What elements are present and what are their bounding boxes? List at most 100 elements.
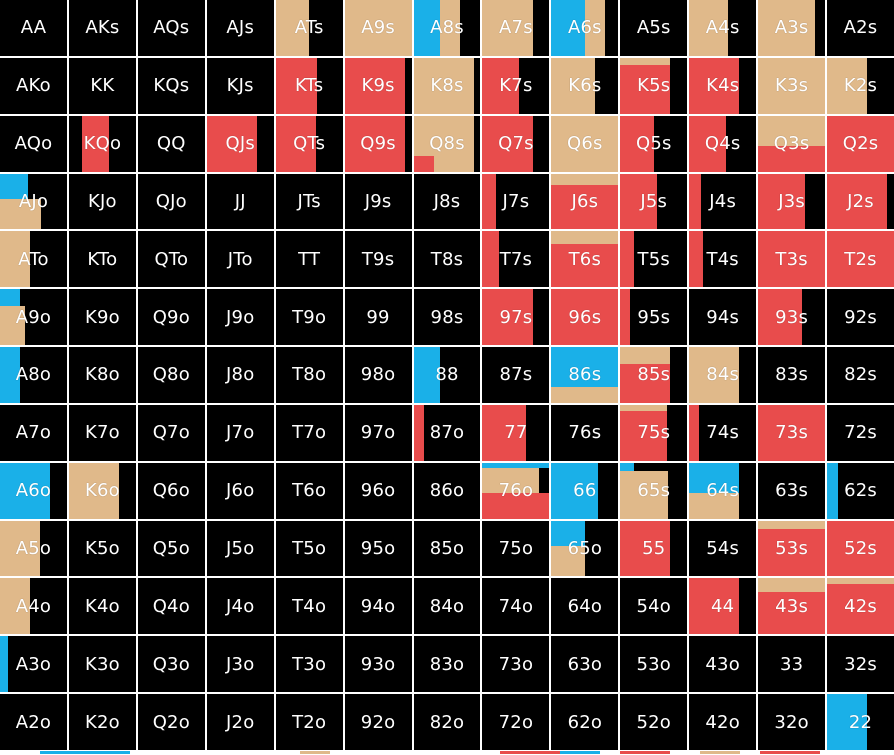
- hand-cell-q7o[interactable]: Q7o: [137, 404, 205, 461]
- hand-cell-96s[interactable]: 96s: [551, 289, 619, 346]
- hand-cell-33[interactable]: 33: [758, 636, 826, 693]
- hand-cell-66[interactable]: 66: [551, 462, 619, 519]
- hand-cell-k7o[interactable]: K7o: [68, 404, 136, 461]
- hand-cell-53o[interactable]: 53o: [620, 636, 688, 693]
- hand-cell-a9s[interactable]: A9s: [344, 0, 412, 56]
- hand-cell-86s[interactable]: 86s: [551, 347, 619, 403]
- hand-cell-88[interactable]: 88: [413, 347, 481, 403]
- hand-cell-aqo[interactable]: AQo: [0, 115, 67, 172]
- hand-cell-k6s[interactable]: K6s: [551, 57, 619, 114]
- hand-cell-qto[interactable]: QTo: [137, 231, 205, 288]
- hand-cell-32o[interactable]: 32o: [758, 694, 826, 750]
- hand-cell-74s[interactable]: 74s: [689, 404, 757, 461]
- hand-cell-ajs[interactable]: AJs: [206, 0, 274, 56]
- hand-cell-87o[interactable]: 87o: [413, 404, 481, 461]
- hand-cell-k9s[interactable]: K9s: [344, 57, 412, 114]
- hand-cell-t9o[interactable]: T9o: [275, 289, 343, 346]
- hand-cell-qjs[interactable]: QJs: [206, 115, 274, 172]
- hand-cell-t6s[interactable]: T6s: [551, 231, 619, 288]
- hand-cell-a5o[interactable]: A5o: [0, 520, 67, 577]
- hand-cell-77[interactable]: 77: [482, 404, 550, 461]
- hand-cell-k2s[interactable]: K2s: [827, 57, 894, 114]
- hand-cell-j5o[interactable]: J5o: [206, 520, 274, 577]
- hand-cell-65o[interactable]: 65o: [551, 520, 619, 577]
- hand-cell-q8o[interactable]: Q8o: [137, 347, 205, 403]
- hand-cell-84s[interactable]: 84s: [689, 347, 757, 403]
- hand-cell-k4s[interactable]: K4s: [689, 57, 757, 114]
- hand-cell-q6o[interactable]: Q6o: [137, 462, 205, 519]
- hand-cell-k3s[interactable]: K3s: [758, 57, 826, 114]
- hand-cell-q8s[interactable]: Q8s: [413, 115, 481, 172]
- hand-cell-t7s[interactable]: T7s: [482, 231, 550, 288]
- hand-cell-93s[interactable]: 93s: [758, 289, 826, 346]
- hand-cell-qts[interactable]: QTs: [275, 115, 343, 172]
- hand-cell-92s[interactable]: 92s: [827, 289, 894, 346]
- hand-cell-q9o[interactable]: Q9o: [137, 289, 205, 346]
- hand-cell-kts[interactable]: KTs: [275, 57, 343, 114]
- hand-cell-83o[interactable]: 83o: [413, 636, 481, 693]
- hand-cell-42o[interactable]: 42o: [689, 694, 757, 750]
- hand-cell-82o[interactable]: 82o: [413, 694, 481, 750]
- hand-cell-64o[interactable]: 64o: [551, 578, 619, 635]
- hand-cell-43o[interactable]: 43o: [689, 636, 757, 693]
- hand-cell-76s[interactable]: 76s: [551, 404, 619, 461]
- hand-cell-j4o[interactable]: J4o: [206, 578, 274, 635]
- hand-cell-a8o[interactable]: A8o: [0, 347, 67, 403]
- hand-cell-55[interactable]: 55: [620, 520, 688, 577]
- hand-cell-92o[interactable]: 92o: [344, 694, 412, 750]
- hand-cell-j2o[interactable]: J2o: [206, 694, 274, 750]
- hand-cell-74o[interactable]: 74o: [482, 578, 550, 635]
- hand-cell-94o[interactable]: 94o: [344, 578, 412, 635]
- hand-cell-q6s[interactable]: Q6s: [551, 115, 619, 172]
- hand-cell-a5s[interactable]: A5s: [620, 0, 688, 56]
- hand-cell-kto[interactable]: KTo: [68, 231, 136, 288]
- hand-cell-kk[interactable]: KK: [68, 57, 136, 114]
- hand-cell-kjs[interactable]: KJs: [206, 57, 274, 114]
- hand-cell-32s[interactable]: 32s: [827, 636, 894, 693]
- hand-cell-52o[interactable]: 52o: [620, 694, 688, 750]
- hand-cell-82s[interactable]: 82s: [827, 347, 894, 403]
- hand-cell-98s[interactable]: 98s: [413, 289, 481, 346]
- hand-cell-75s[interactable]: 75s: [620, 404, 688, 461]
- hand-cell-j3s[interactable]: J3s: [758, 173, 826, 230]
- hand-cell-t7o[interactable]: T7o: [275, 404, 343, 461]
- hand-cell-t3s[interactable]: T3s: [758, 231, 826, 288]
- hand-cell-k4o[interactable]: K4o: [68, 578, 136, 635]
- hand-cell-54s[interactable]: 54s: [689, 520, 757, 577]
- hand-cell-q2o[interactable]: Q2o: [137, 694, 205, 750]
- hand-cell-54o[interactable]: 54o: [620, 578, 688, 635]
- hand-cell-t2o[interactable]: T2o: [275, 694, 343, 750]
- hand-cell-87s[interactable]: 87s: [482, 347, 550, 403]
- hand-cell-98o[interactable]: 98o: [344, 347, 412, 403]
- hand-cell-kqo[interactable]: KQo: [68, 115, 136, 172]
- hand-cell-j8o[interactable]: J8o: [206, 347, 274, 403]
- hand-cell-53s[interactable]: 53s: [758, 520, 826, 577]
- hand-cell-q3o[interactable]: Q3o: [137, 636, 205, 693]
- hand-cell-q3s[interactable]: Q3s: [758, 115, 826, 172]
- hand-cell-75o[interactable]: 75o: [482, 520, 550, 577]
- hand-cell-42s[interactable]: 42s: [827, 578, 894, 635]
- hand-cell-kjo[interactable]: KJo: [68, 173, 136, 230]
- hand-cell-83s[interactable]: 83s: [758, 347, 826, 403]
- hand-cell-73s[interactable]: 73s: [758, 404, 826, 461]
- hand-cell-q9s[interactable]: Q9s: [344, 115, 412, 172]
- hand-cell-43s[interactable]: 43s: [758, 578, 826, 635]
- hand-cell-t8s[interactable]: T8s: [413, 231, 481, 288]
- hand-cell-ato[interactable]: ATo: [0, 231, 67, 288]
- hand-cell-63o[interactable]: 63o: [551, 636, 619, 693]
- hand-cell-95s[interactable]: 95s: [620, 289, 688, 346]
- hand-cell-qjo[interactable]: QJo: [137, 173, 205, 230]
- hand-cell-q7s[interactable]: Q7s: [482, 115, 550, 172]
- hand-cell-t6o[interactable]: T6o: [275, 462, 343, 519]
- hand-cell-ako[interactable]: AKo: [0, 57, 67, 114]
- hand-cell-jts[interactable]: JTs: [275, 173, 343, 230]
- hand-cell-84o[interactable]: 84o: [413, 578, 481, 635]
- hand-cell-j6o[interactable]: J6o: [206, 462, 274, 519]
- hand-cell-k8s[interactable]: K8s: [413, 57, 481, 114]
- hand-cell-tt[interactable]: TT: [275, 231, 343, 288]
- hand-cell-k6o[interactable]: K6o: [68, 462, 136, 519]
- hand-cell-j2s[interactable]: J2s: [827, 173, 894, 230]
- hand-cell-73o[interactable]: 73o: [482, 636, 550, 693]
- hand-cell-jto[interactable]: JTo: [206, 231, 274, 288]
- hand-cell-k8o[interactable]: K8o: [68, 347, 136, 403]
